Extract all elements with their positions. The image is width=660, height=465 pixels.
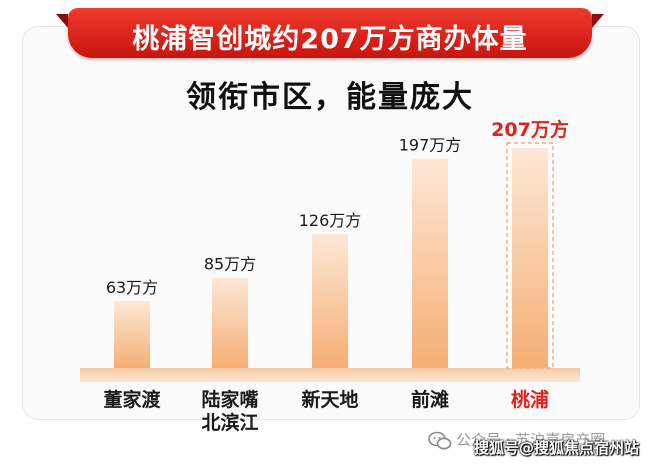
- bar-1: [212, 277, 248, 368]
- bar-0: [114, 301, 150, 368]
- watermark-source: 搜狐号@搜狐焦点宿州站: [474, 439, 640, 457]
- watermark-account: 公众号 · 苏沪嘉房产圈: [456, 431, 606, 449]
- value-label-3: 197万方: [399, 136, 462, 155]
- wechat-icon: [428, 431, 452, 450]
- category-label-0-0: 董家渡: [103, 388, 161, 411]
- chart-subtitle: 领衔市区，能量庞大: [186, 80, 474, 115]
- banner-title: 桃浦智创城约207万方商办体量: [132, 24, 528, 55]
- bar-2: [312, 234, 348, 368]
- bar-3: [412, 158, 448, 368]
- category-label-4-0: 桃浦: [511, 388, 549, 411]
- value-label-4: 207万方: [491, 118, 569, 141]
- category-label-2-0: 新天地: [301, 388, 358, 411]
- value-label-0: 63万方: [106, 278, 158, 297]
- value-label-1: 85万方: [204, 255, 256, 274]
- watermark: 公众号 · 苏沪嘉房产圈 搜狐号@搜狐焦点宿州站: [428, 427, 650, 457]
- bar-4: [512, 148, 548, 368]
- value-label-2: 126万方: [299, 211, 362, 230]
- category-label-1-1: 北滨江: [201, 411, 258, 434]
- category-label-1-0: 陆家嘴: [201, 388, 258, 411]
- category-label-3-0: 前滩: [411, 388, 449, 411]
- baseline: [80, 368, 580, 382]
- title-banner: 桃浦智创城约207万方商办体量: [56, 8, 604, 58]
